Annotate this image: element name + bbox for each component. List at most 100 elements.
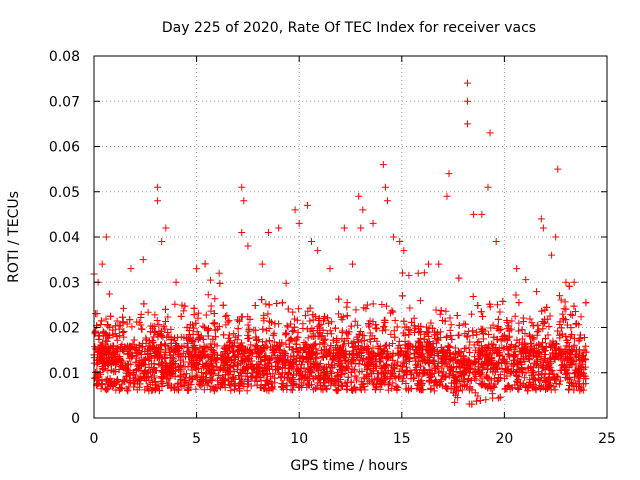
data-point	[366, 329, 374, 337]
data-point	[387, 330, 395, 338]
data-point	[211, 326, 219, 334]
data-point	[225, 331, 233, 339]
data-point	[495, 327, 503, 335]
data-point	[310, 375, 318, 383]
data-point	[213, 385, 221, 393]
data-point	[97, 341, 105, 349]
data-point	[290, 380, 298, 388]
data-point	[102, 386, 110, 394]
data-point	[463, 332, 471, 340]
data-point	[141, 374, 149, 382]
data-point-peak	[314, 247, 322, 255]
data-point	[211, 349, 219, 357]
data-point	[97, 350, 105, 358]
data-point	[565, 282, 573, 290]
data-point	[446, 326, 454, 334]
y-tick-label: 0.07	[49, 94, 80, 110]
data-point	[527, 347, 535, 355]
data-point	[161, 305, 169, 313]
data-point	[151, 345, 159, 353]
data-point-peak	[326, 265, 334, 273]
data-point	[516, 379, 524, 387]
data-point	[344, 339, 352, 347]
data-point	[180, 370, 188, 378]
data-point	[563, 321, 571, 329]
data-point	[201, 260, 209, 268]
data-point	[113, 333, 121, 341]
data-point	[429, 324, 437, 332]
data-point	[427, 373, 435, 381]
data-point	[455, 274, 463, 282]
data-point	[193, 374, 201, 382]
data-point	[557, 296, 565, 304]
data-point	[370, 360, 378, 368]
data-point	[216, 279, 224, 287]
data-point	[157, 341, 165, 349]
data-point	[260, 311, 268, 319]
data-point	[269, 347, 277, 355]
data-point	[373, 376, 381, 384]
data-point	[429, 340, 437, 348]
data-point	[100, 358, 108, 366]
data-point	[165, 344, 173, 352]
x-axis-label: GPS time / hours	[290, 458, 407, 474]
data-point	[582, 363, 590, 371]
data-point	[270, 346, 278, 354]
data-point	[230, 339, 238, 347]
data-point	[166, 351, 174, 359]
data-point	[412, 345, 420, 353]
data-point	[310, 363, 318, 371]
data-point	[226, 368, 234, 376]
data-point-peak	[400, 247, 408, 255]
data-point	[164, 313, 172, 321]
y-tick-label: 0.08	[49, 49, 80, 65]
data-point	[447, 332, 455, 340]
data-point	[365, 344, 373, 352]
data-point-peak	[240, 197, 248, 205]
data-point-peak	[238, 228, 246, 236]
data-point	[524, 354, 532, 362]
data-point	[511, 312, 519, 320]
data-point-peak	[127, 265, 135, 273]
data-point-peak	[308, 238, 316, 246]
data-point	[530, 335, 538, 343]
data-point	[120, 376, 128, 384]
data-point	[97, 317, 105, 325]
data-point	[427, 386, 435, 394]
data-point	[452, 377, 460, 385]
data-point	[144, 368, 152, 376]
data-point	[171, 367, 179, 375]
data-point	[547, 344, 555, 352]
data-point	[500, 345, 508, 353]
data-point	[137, 325, 145, 333]
data-point	[211, 295, 219, 303]
data-point	[163, 368, 171, 376]
data-point	[537, 383, 545, 391]
data-point	[353, 333, 361, 341]
data-point	[262, 338, 270, 346]
data-point	[444, 342, 452, 350]
data-point	[563, 355, 571, 363]
data-point	[512, 369, 520, 377]
data-point	[336, 346, 344, 354]
data-point	[259, 325, 267, 333]
data-point	[409, 343, 417, 351]
data-point	[320, 315, 328, 323]
data-point	[293, 348, 301, 356]
data-point	[150, 360, 158, 368]
data-point	[326, 346, 334, 354]
data-point	[562, 305, 570, 313]
data-point	[478, 381, 486, 389]
data-point	[174, 350, 182, 358]
data-point	[158, 367, 166, 375]
data-point	[398, 292, 406, 300]
data-point	[522, 350, 530, 358]
data-point	[460, 376, 468, 384]
data-point	[378, 300, 386, 308]
data-point	[227, 356, 235, 364]
data-point	[470, 358, 478, 366]
data-point	[510, 356, 518, 364]
data-point-peak	[484, 183, 492, 191]
data-point	[223, 311, 231, 319]
data-point	[438, 364, 446, 372]
